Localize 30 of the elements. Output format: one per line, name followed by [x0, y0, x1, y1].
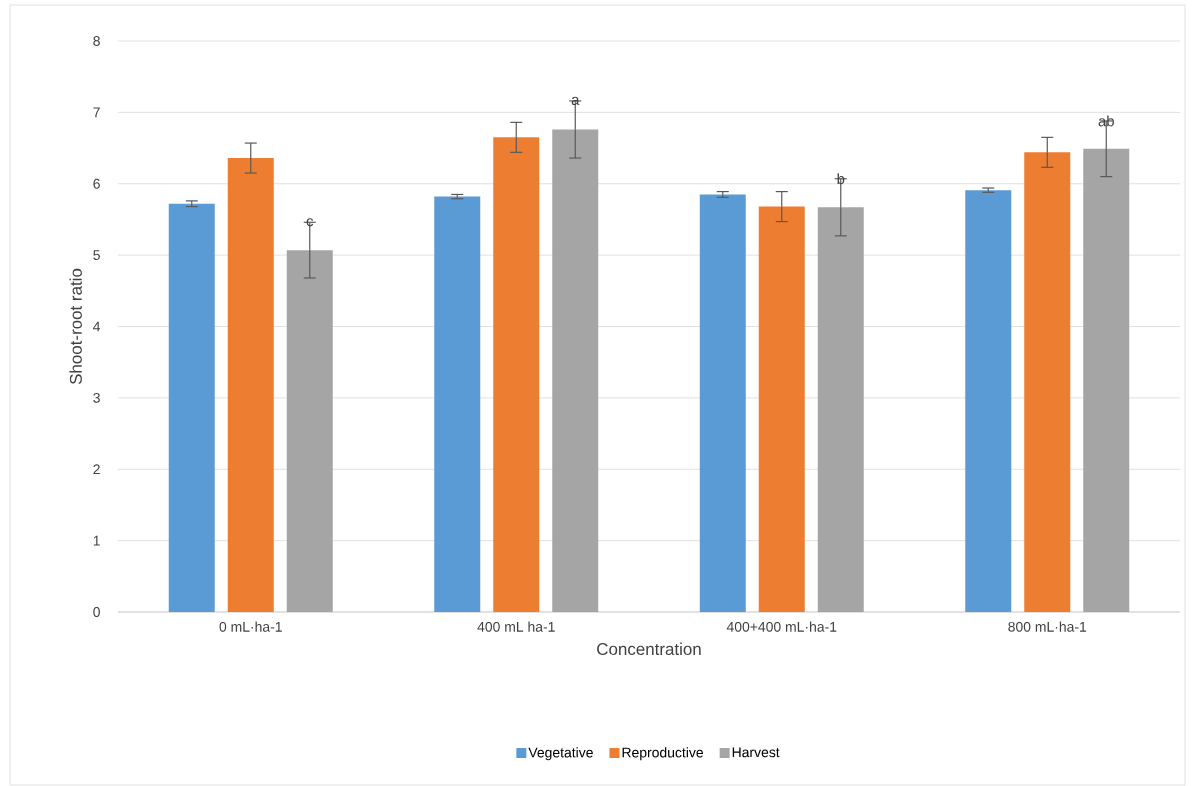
y-tick-label: 0 [93, 607, 100, 617]
bar [699, 194, 746, 612]
y-tick-label: 2 [93, 464, 100, 475]
bar [965, 190, 1012, 612]
legend-label: Vegetative [528, 747, 593, 761]
bar [227, 158, 274, 612]
bar [1024, 152, 1071, 612]
bar [552, 129, 599, 612]
y-tick-label: 7 [93, 107, 100, 118]
y-tick-label: 1 [93, 535, 100, 546]
y-tick-label: 8 [93, 36, 100, 46]
bar [168, 203, 215, 612]
bar [1083, 148, 1130, 612]
legend-label: Reproductive [622, 747, 704, 761]
x-tick-label: 400+400 mL·ha-1 [726, 621, 837, 632]
x-tick-label: 800 mL·ha-1 [1008, 621, 1087, 632]
legend-label: Harvest [732, 747, 780, 758]
x-tick-label: 400 mL ha-1 [477, 621, 555, 632]
bar [434, 196, 481, 612]
bar [493, 137, 540, 612]
y-tick-label: 4 [93, 321, 101, 332]
y-axis-title: Shoot-root ratio [69, 268, 82, 385]
bar [817, 207, 864, 612]
bar [758, 206, 805, 612]
bar [286, 250, 333, 612]
y-tick-label: 3 [93, 392, 100, 403]
x-tick-label: 0 mL·ha-1 [219, 621, 282, 632]
y-tick-label: 6 [93, 178, 100, 189]
x-axis-title: Concentration [597, 642, 701, 656]
y-tick-label: 5 [93, 250, 100, 260]
